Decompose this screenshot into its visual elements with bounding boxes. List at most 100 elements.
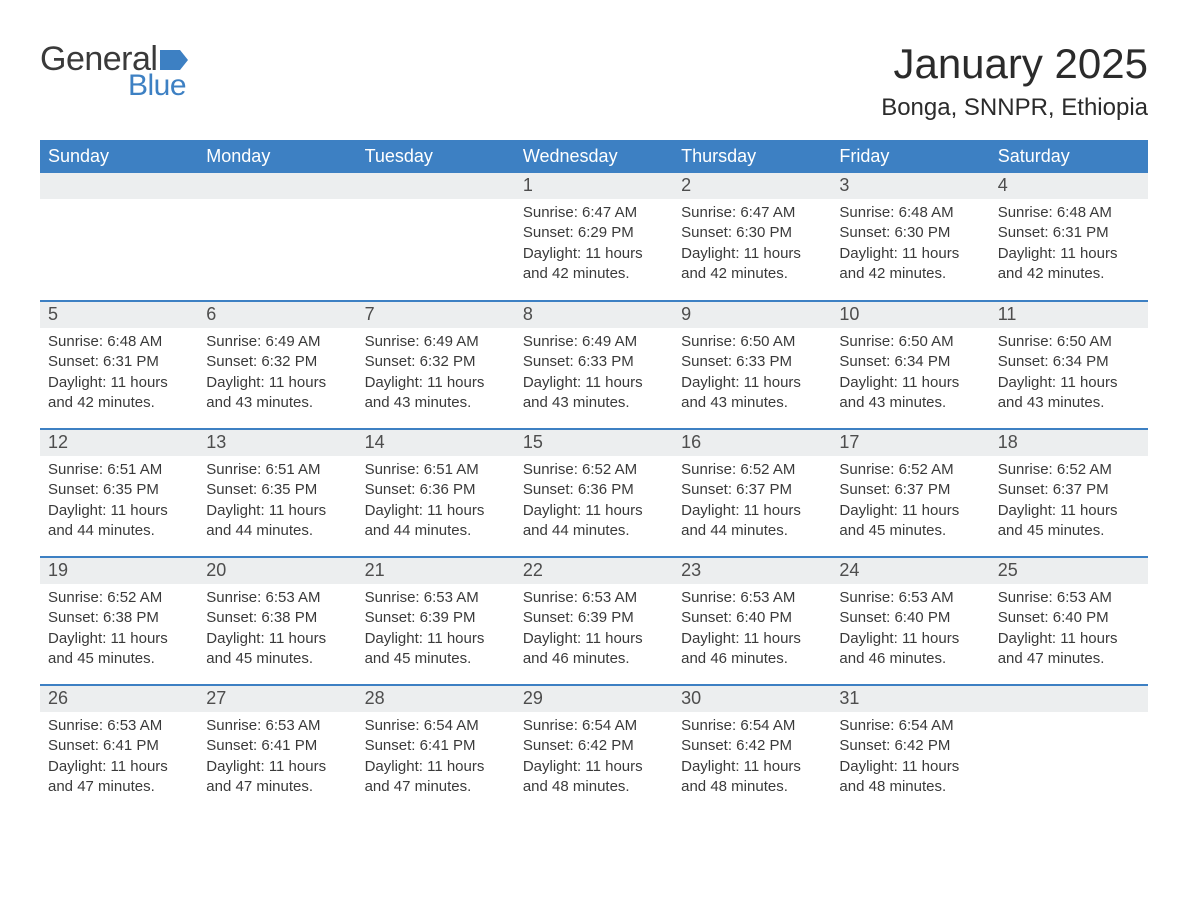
daylight-label: Daylight:: [365, 374, 428, 391]
daylight-line-2: and 44 minutes.: [206, 521, 356, 541]
page-header: General Blue January 2025 Bonga, SNNPR, …: [40, 40, 1148, 122]
sunrise-value: 6:53 AM: [582, 589, 637, 606]
day-data: Sunrise: 6:52 AMSunset: 6:37 PMDaylight:…: [831, 456, 989, 541]
daylight-hours: 11: [902, 374, 918, 391]
daylight-line-1: Daylight: 11 hours: [681, 629, 831, 649]
sunrise-value: 6:48 AM: [1057, 204, 1112, 221]
daylight-minutes: 42: [710, 265, 727, 282]
calendar-cell: 1Sunrise: 6:47 AMSunset: 6:29 PMDaylight…: [515, 173, 673, 301]
daylight-and-word: and: [839, 394, 868, 411]
sunrise-line: Sunrise: 6:48 AM: [998, 203, 1148, 223]
daylight-hours: 11: [111, 502, 127, 519]
sunrise-line: Sunrise: 6:49 AM: [365, 332, 515, 352]
day-data: Sunrise: 6:54 AMSunset: 6:42 PMDaylight:…: [831, 712, 989, 797]
sunset-line: Sunset: 6:35 PM: [48, 480, 198, 500]
sunrise-line: Sunrise: 6:54 AM: [681, 716, 831, 736]
daylight-minutes-word: minutes.: [252, 650, 313, 667]
sunset-label: Sunset:: [523, 353, 578, 370]
calendar-cell: [990, 685, 1148, 813]
sunset-value: 6:29 PM: [578, 224, 634, 241]
daylight-line-1: Daylight: 11 hours: [998, 373, 1148, 393]
sunrise-value: 6:53 AM: [265, 589, 320, 606]
calendar-cell: 31Sunrise: 6:54 AMSunset: 6:42 PMDayligh…: [831, 685, 989, 813]
day-number-empty: [990, 686, 1148, 712]
day-header: Wednesday: [515, 140, 673, 173]
sunset-label: Sunset:: [681, 224, 736, 241]
daylight-line-2: and 44 minutes.: [523, 521, 673, 541]
daylight-minutes-word: minutes.: [569, 394, 630, 411]
daylight-hours-word: hours: [443, 758, 485, 775]
daylight-minutes-word: minutes.: [885, 778, 946, 795]
sunset-value: 6:34 PM: [894, 353, 950, 370]
sunrise-line: Sunrise: 6:50 AM: [681, 332, 831, 352]
day-number: 21: [357, 558, 515, 584]
day-number: 29: [515, 686, 673, 712]
daylight-line-1: Daylight: 11 hours: [523, 757, 673, 777]
daylight-hours-word: hours: [1076, 374, 1118, 391]
sunrise-value: 6:54 AM: [899, 717, 954, 734]
daylight-line-1: Daylight: 11 hours: [998, 629, 1148, 649]
day-number: 4: [990, 173, 1148, 199]
daylight-hours-word: hours: [918, 630, 960, 647]
sunset-label: Sunset:: [48, 481, 103, 498]
daylight-label: Daylight:: [206, 758, 269, 775]
day-data: Sunrise: 6:51 AMSunset: 6:36 PMDaylight:…: [357, 456, 515, 541]
day-data: Sunrise: 6:51 AMSunset: 6:35 PMDaylight:…: [40, 456, 198, 541]
daylight-and-word: and: [839, 650, 868, 667]
daylight-and-word: and: [681, 778, 710, 795]
daylight-hours-word: hours: [918, 502, 960, 519]
sunrise-label: Sunrise:: [48, 589, 107, 606]
day-data: Sunrise: 6:54 AMSunset: 6:42 PMDaylight:…: [515, 712, 673, 797]
day-data: Sunrise: 6:54 AMSunset: 6:42 PMDaylight:…: [673, 712, 831, 797]
day-data: Sunrise: 6:48 AMSunset: 6:31 PMDaylight:…: [990, 199, 1148, 284]
sunrise-line: Sunrise: 6:50 AM: [998, 332, 1148, 352]
daylight-line-1: Daylight: 11 hours: [48, 373, 198, 393]
daylight-line-2: and 42 minutes.: [839, 264, 989, 284]
calendar-cell: 19Sunrise: 6:52 AMSunset: 6:38 PMDayligh…: [40, 557, 198, 685]
daylight-label: Daylight:: [48, 502, 111, 519]
sunrise-line: Sunrise: 6:48 AM: [48, 332, 198, 352]
sunrise-line: Sunrise: 6:53 AM: [206, 716, 356, 736]
daylight-label: Daylight:: [681, 374, 744, 391]
daylight-and-word: and: [365, 394, 394, 411]
daylight-and-word: and: [206, 394, 235, 411]
daylight-hours-word: hours: [601, 630, 643, 647]
daylight-line-1: Daylight: 11 hours: [839, 629, 989, 649]
daylight-minutes-word: minutes.: [94, 394, 155, 411]
daylight-label: Daylight:: [839, 245, 902, 262]
day-data: Sunrise: 6:53 AMSunset: 6:40 PMDaylight:…: [673, 584, 831, 669]
calendar-cell: 21Sunrise: 6:53 AMSunset: 6:39 PMDayligh…: [357, 557, 515, 685]
daylight-label: Daylight:: [365, 758, 428, 775]
daylight-line-1: Daylight: 11 hours: [681, 244, 831, 264]
calendar-cell: 16Sunrise: 6:52 AMSunset: 6:37 PMDayligh…: [673, 429, 831, 557]
sunrise-line: Sunrise: 6:49 AM: [523, 332, 673, 352]
daylight-line-1: Daylight: 11 hours: [365, 501, 515, 521]
daylight-line-2: and 45 minutes.: [206, 649, 356, 669]
daylight-minutes-word: minutes.: [1044, 522, 1105, 539]
daylight-and-word: and: [206, 522, 235, 539]
day-data: Sunrise: 6:53 AMSunset: 6:41 PMDaylight:…: [198, 712, 356, 797]
daylight-hours-word: hours: [443, 502, 485, 519]
daylight-label: Daylight:: [48, 374, 111, 391]
sunrise-line: Sunrise: 6:52 AM: [681, 460, 831, 480]
daylight-and-word: and: [48, 650, 77, 667]
daylight-hours-word: hours: [601, 245, 643, 262]
sunset-line: Sunset: 6:34 PM: [998, 352, 1148, 372]
daylight-hours-word: hours: [126, 374, 168, 391]
sunrise-value: 6:52 AM: [582, 461, 637, 478]
sunrise-value: 6:53 AM: [740, 589, 795, 606]
sunrise-line: Sunrise: 6:47 AM: [681, 203, 831, 223]
daylight-line-2: and 45 minutes.: [839, 521, 989, 541]
sunset-label: Sunset:: [523, 737, 578, 754]
sunset-line: Sunset: 6:37 PM: [839, 480, 989, 500]
daylight-and-word: and: [523, 778, 552, 795]
sunrise-value: 6:52 AM: [899, 461, 954, 478]
calendar-cell: 23Sunrise: 6:53 AMSunset: 6:40 PMDayligh…: [673, 557, 831, 685]
daylight-line-1: Daylight: 11 hours: [365, 373, 515, 393]
flag-icon: [160, 50, 188, 70]
day-header: Thursday: [673, 140, 831, 173]
daylight-minutes: 43: [869, 394, 886, 411]
daylight-label: Daylight:: [998, 502, 1061, 519]
daylight-minutes-word: minutes.: [885, 394, 946, 411]
daylight-hours: 11: [1060, 630, 1076, 647]
